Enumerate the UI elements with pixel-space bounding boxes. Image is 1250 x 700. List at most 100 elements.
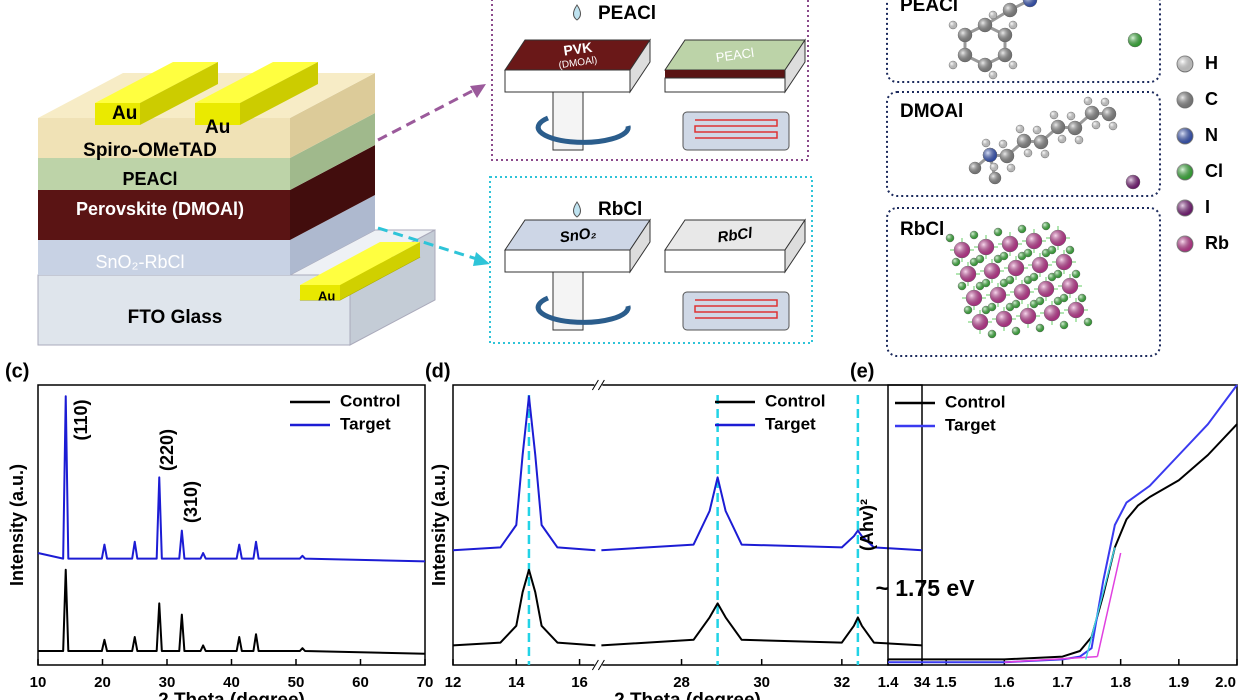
atom-shade bbox=[1038, 281, 1054, 297]
annotation: ~ 1.75 eV bbox=[875, 575, 975, 601]
material-box bbox=[886, 0, 1161, 83]
atom-shade bbox=[1036, 324, 1044, 332]
tile-side bbox=[784, 38, 806, 94]
atom-shade bbox=[1042, 222, 1050, 230]
atom-shade bbox=[1092, 121, 1100, 129]
y-axis-label: Intensity (a.u.) bbox=[429, 464, 449, 586]
arrow-head bbox=[473, 252, 490, 266]
atom-shade bbox=[1109, 122, 1117, 130]
axis-break bbox=[591, 659, 599, 671]
axis-break bbox=[594, 382, 603, 388]
plot-frame bbox=[452, 384, 923, 666]
au-side bbox=[340, 242, 420, 300]
tile-label: (DMOAl) bbox=[558, 55, 598, 71]
atom-shade bbox=[989, 172, 1001, 184]
layer-label: FTO Glass bbox=[128, 307, 223, 328]
materials: PEACl DMOAl RbCl bbox=[886, 0, 1161, 357]
x-tick-label: 16 bbox=[571, 674, 588, 691]
atom-shade bbox=[1012, 327, 1020, 335]
axis-break bbox=[594, 662, 603, 668]
drop-label: RbCl bbox=[598, 199, 642, 220]
atom-shade bbox=[966, 290, 982, 306]
tile-label: SnO₂ bbox=[559, 224, 598, 246]
legend-label: H bbox=[1205, 53, 1218, 73]
legend-label: Control bbox=[945, 392, 1005, 411]
atom-shade bbox=[958, 28, 972, 42]
x-axis-label: 2 Theta (degree) bbox=[614, 690, 761, 700]
atom-shade bbox=[978, 239, 994, 255]
data-line bbox=[38, 568, 426, 655]
data-line bbox=[452, 568, 596, 647]
atom-shade bbox=[1056, 254, 1072, 270]
x-tick-label: 32 bbox=[834, 674, 851, 691]
x-tick-label: 34 bbox=[914, 674, 931, 691]
atom-shade bbox=[1101, 98, 1109, 106]
atom-shade bbox=[1050, 111, 1058, 119]
au-side bbox=[140, 62, 218, 125]
atom-shade bbox=[1023, 0, 1037, 7]
annotation: (310) bbox=[181, 481, 201, 523]
layer-label: Perovskite (DMOAl) bbox=[76, 199, 244, 219]
atom-shade bbox=[1084, 318, 1092, 326]
legend-label: Target bbox=[340, 414, 391, 433]
atom-shade bbox=[1009, 21, 1017, 29]
x-tick-label: 30 bbox=[159, 674, 176, 691]
atom-shade bbox=[1002, 236, 1018, 252]
tile-front bbox=[664, 249, 786, 273]
tile-side bbox=[629, 218, 651, 274]
x-tick-label: 1.6 bbox=[994, 674, 1015, 691]
legend-label: Target bbox=[945, 415, 996, 434]
atom-shade bbox=[1126, 175, 1140, 189]
atom-shade bbox=[998, 48, 1012, 62]
annotation: (220) bbox=[157, 429, 177, 471]
legend-label: Cl bbox=[1205, 161, 1223, 181]
au-top bbox=[195, 62, 318, 103]
legend-label: C bbox=[1205, 89, 1218, 109]
legend-shade bbox=[1177, 200, 1193, 216]
panel-label: (d) bbox=[425, 360, 451, 382]
atom-shade bbox=[949, 21, 957, 29]
atom-shade bbox=[958, 48, 972, 62]
atom-shade bbox=[1051, 120, 1065, 134]
material-label: RbCl bbox=[900, 219, 944, 240]
atom-shade bbox=[1030, 273, 1038, 281]
x-tick-label: 1.9 bbox=[1168, 674, 1189, 691]
x-tick-label: 10 bbox=[30, 674, 47, 691]
atom-shade bbox=[1041, 150, 1049, 158]
atom-shade bbox=[1078, 294, 1086, 302]
layer-label: PEACl bbox=[122, 169, 177, 189]
atom-shade bbox=[1062, 278, 1078, 294]
legend-shade bbox=[1177, 164, 1193, 180]
au-label: Au bbox=[112, 103, 137, 124]
atom-shade bbox=[983, 148, 997, 162]
data-line bbox=[601, 602, 923, 647]
atom-shade bbox=[988, 330, 996, 338]
axis-break bbox=[591, 379, 599, 391]
tile-layer bbox=[665, 70, 785, 78]
x-tick-label: 70 bbox=[417, 674, 434, 691]
atom-shade bbox=[998, 28, 1012, 42]
legend-label: Target bbox=[765, 414, 816, 433]
atom-shade bbox=[999, 140, 1007, 148]
x-tick-label: 20 bbox=[94, 674, 111, 691]
x-tick-label: 14 bbox=[508, 674, 525, 691]
layer-side bbox=[290, 195, 375, 275]
au-top bbox=[95, 62, 218, 103]
drop-label: PEACl bbox=[598, 3, 656, 24]
tile-side bbox=[629, 38, 651, 94]
atom-shade bbox=[1084, 97, 1092, 105]
atom-shade bbox=[1075, 136, 1083, 144]
layer-perovskite bbox=[38, 190, 290, 240]
atom-shade bbox=[1012, 300, 1020, 308]
x-tick-label: 1.7 bbox=[1052, 674, 1073, 691]
x-tick-label: 12 bbox=[445, 674, 462, 691]
au-top bbox=[300, 242, 420, 285]
au-front bbox=[195, 103, 240, 125]
atom-shade bbox=[970, 231, 978, 239]
atom-shade bbox=[1033, 126, 1041, 134]
atom-shade bbox=[1008, 260, 1024, 276]
material-box bbox=[886, 207, 1161, 357]
fit-line bbox=[1004, 655, 1098, 663]
atom-shade bbox=[1014, 284, 1030, 300]
y-axis-label: Intensity (a.u.) bbox=[7, 464, 27, 586]
